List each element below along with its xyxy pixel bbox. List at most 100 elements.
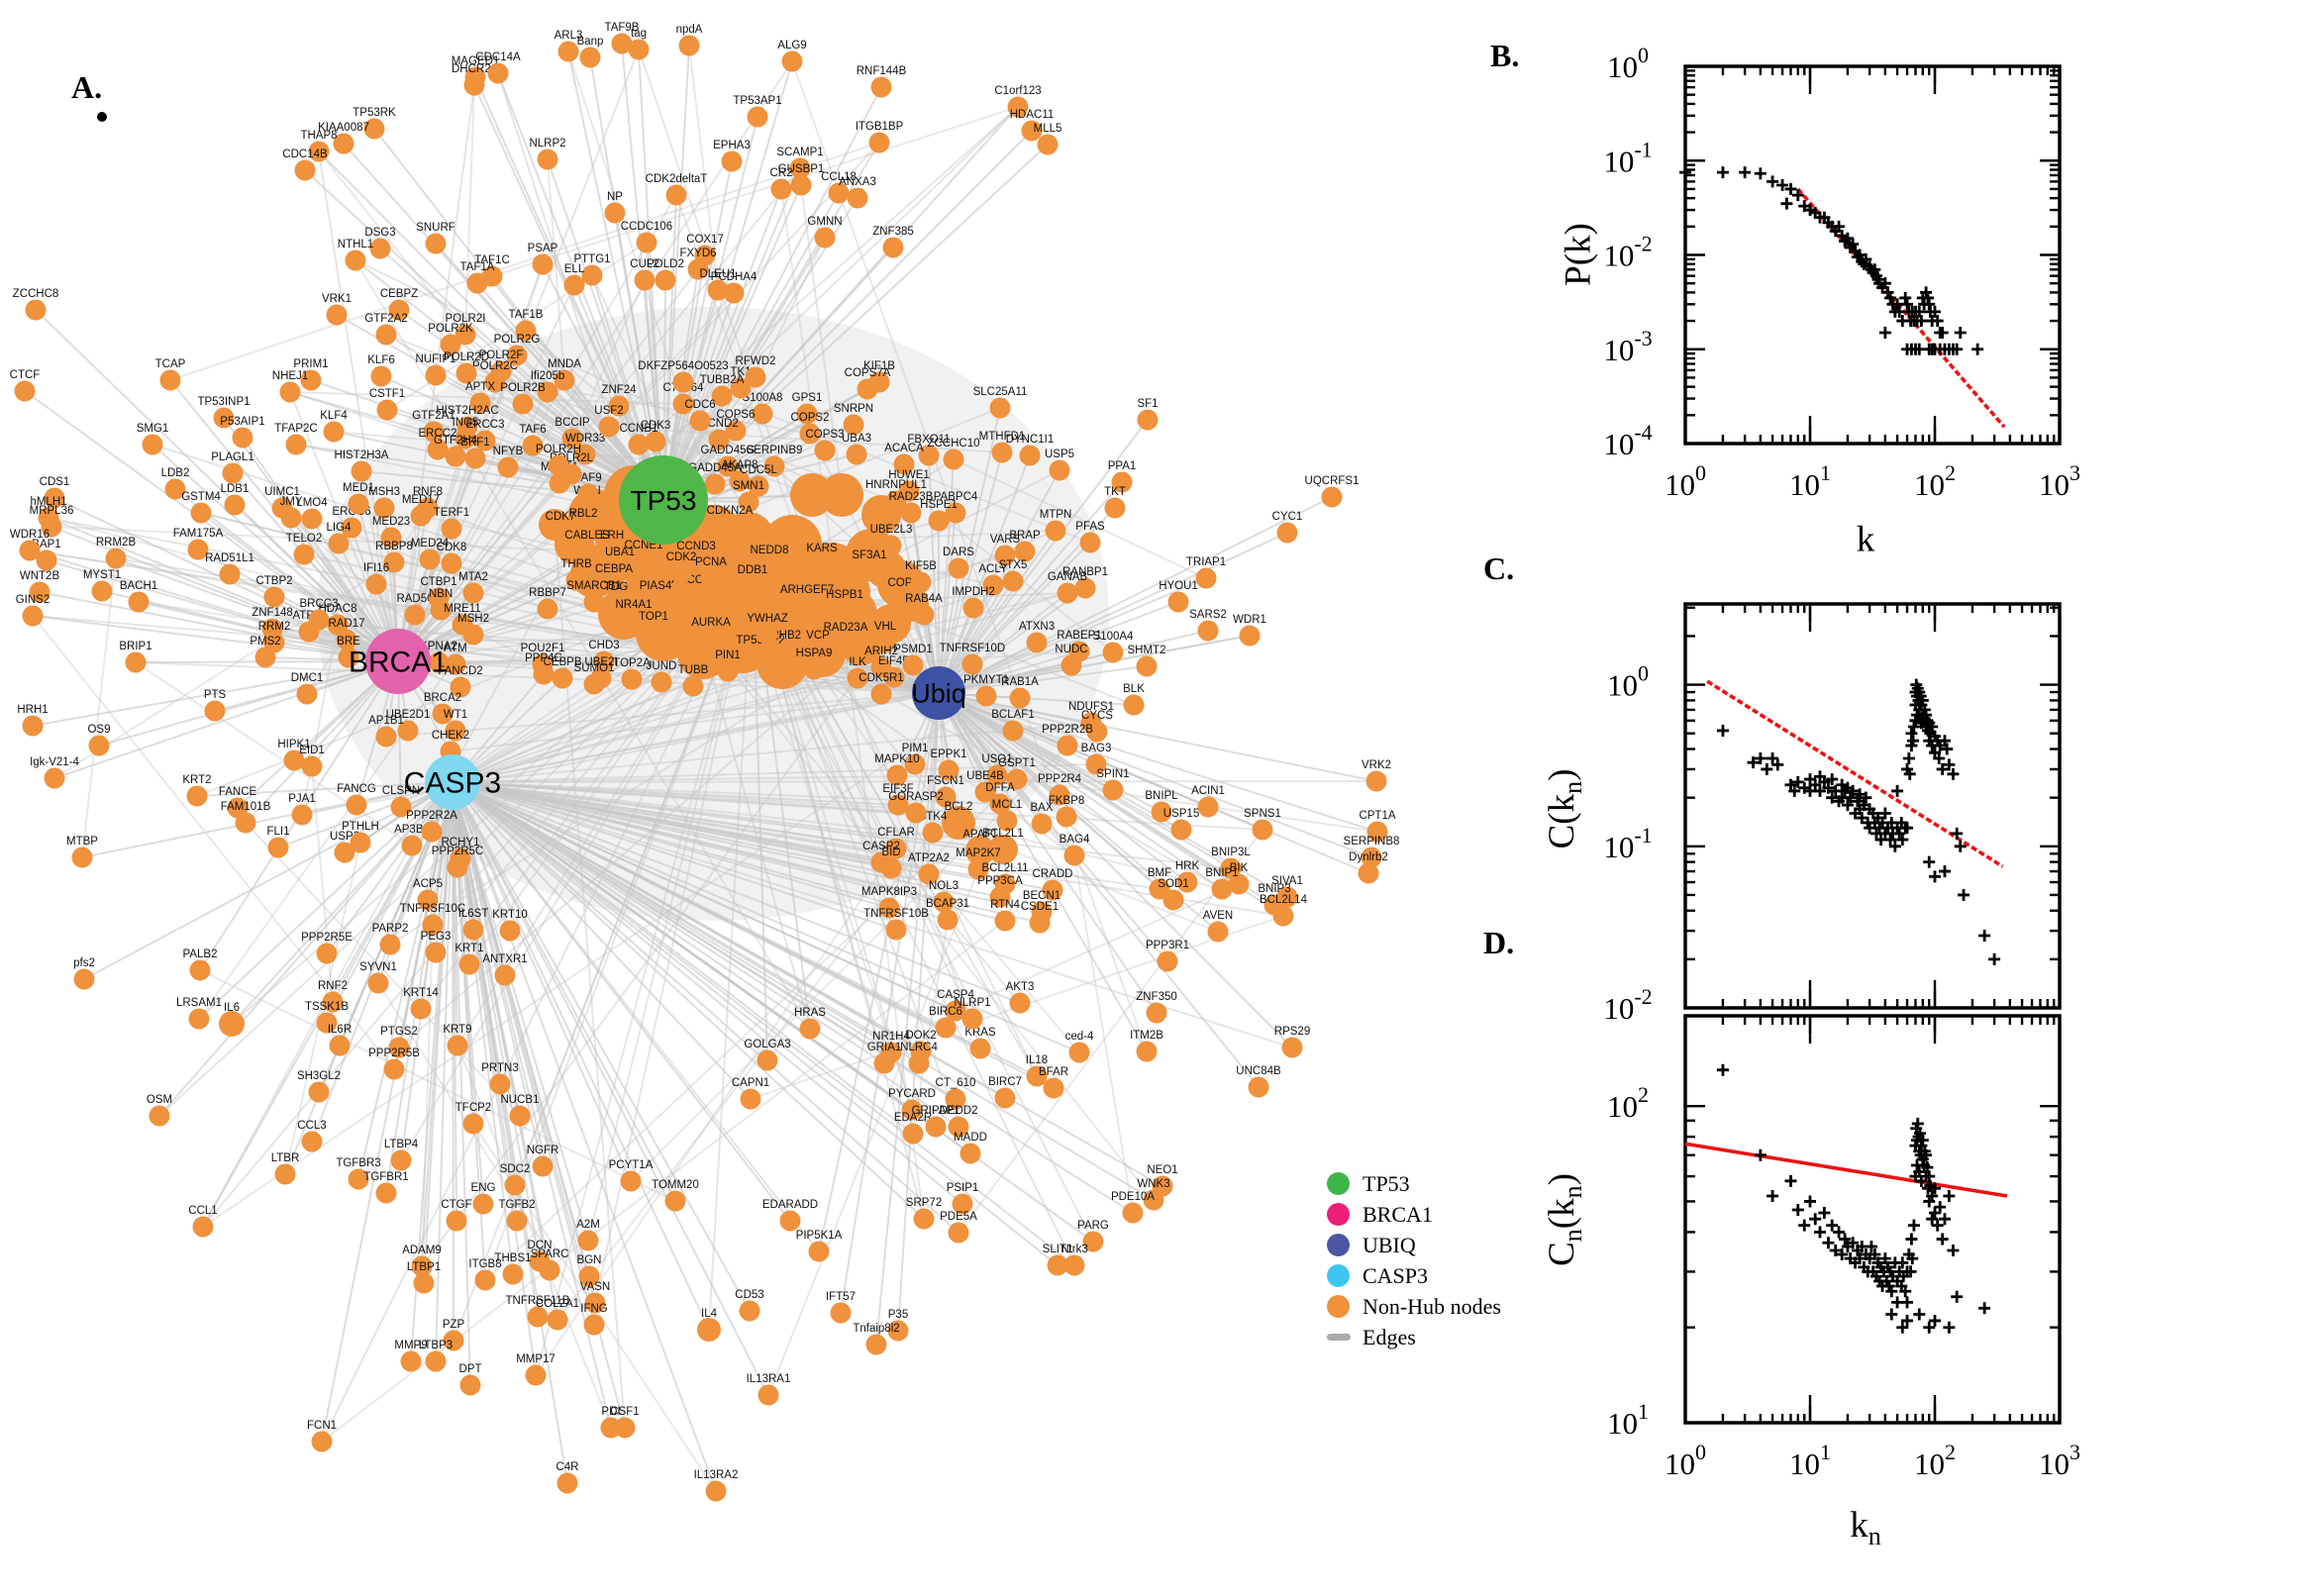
network-node[interactable] <box>454 428 476 449</box>
network-node[interactable] <box>1045 520 1066 542</box>
network-node[interactable] <box>628 39 650 60</box>
network-node[interactable] <box>928 510 950 532</box>
network-node[interactable] <box>847 667 868 689</box>
network-node[interactable] <box>497 456 519 478</box>
network-node[interactable] <box>489 1073 511 1095</box>
network-node[interactable] <box>672 393 694 415</box>
network-node[interactable] <box>758 555 780 577</box>
network-node[interactable] <box>301 508 323 530</box>
network-node[interactable] <box>605 592 627 614</box>
network-node[interactable] <box>719 516 741 538</box>
network-node[interactable] <box>447 856 468 878</box>
network-node[interactable] <box>425 364 447 386</box>
network-node[interactable] <box>537 149 558 170</box>
network-node[interactable] <box>814 227 836 249</box>
network-node[interactable] <box>537 598 558 620</box>
network-node[interactable] <box>1049 459 1070 481</box>
network-node[interactable] <box>593 650 615 672</box>
network-node[interactable] <box>975 685 997 707</box>
network-node[interactable] <box>739 1300 760 1322</box>
network-node[interactable] <box>814 440 836 461</box>
network-node[interactable] <box>858 560 880 582</box>
network-node[interactable] <box>441 518 462 540</box>
network-node[interactable] <box>1047 1254 1068 1276</box>
network-node[interactable] <box>187 539 209 560</box>
network-node[interactable] <box>1136 655 1158 677</box>
network-node[interactable] <box>918 863 940 885</box>
network-node[interactable] <box>128 591 150 613</box>
network-node[interactable] <box>621 668 643 690</box>
network-node[interactable] <box>334 842 355 863</box>
network-node[interactable] <box>425 1350 447 1372</box>
network-node[interactable] <box>446 1210 467 1232</box>
network-node[interactable] <box>1026 632 1048 653</box>
network-node[interactable] <box>952 1193 973 1215</box>
network-node[interactable] <box>376 399 398 421</box>
network-node[interactable] <box>1026 1065 1048 1087</box>
network-node[interactable] <box>961 653 983 675</box>
network-node[interactable] <box>44 767 65 789</box>
network-node[interactable] <box>428 651 450 673</box>
network-node[interactable] <box>466 272 488 294</box>
network-node[interactable] <box>1157 950 1178 972</box>
network-node[interactable] <box>679 585 701 607</box>
network-node[interactable] <box>1002 720 1024 742</box>
network-node[interactable] <box>186 785 208 807</box>
network-node[interactable] <box>643 622 664 644</box>
network-node[interactable] <box>1122 1202 1144 1224</box>
network-node[interactable] <box>279 381 301 403</box>
network-node[interactable] <box>274 1163 296 1185</box>
network-node[interactable] <box>811 553 833 575</box>
network-node[interactable] <box>779 1210 801 1232</box>
network-node[interactable] <box>213 407 235 429</box>
network-node[interactable] <box>870 683 892 705</box>
network-node[interactable] <box>502 1263 524 1285</box>
network-node[interactable] <box>280 507 302 529</box>
network-node[interactable] <box>487 62 509 84</box>
network-node[interactable] <box>316 943 338 964</box>
network-node[interactable] <box>874 632 896 653</box>
network-node[interactable] <box>901 1099 923 1121</box>
network-node[interactable] <box>1082 1231 1104 1252</box>
network-node[interactable] <box>880 535 902 556</box>
network-node[interactable] <box>1021 120 1043 142</box>
network-node[interactable] <box>581 264 603 286</box>
network-node[interactable] <box>1252 819 1273 841</box>
cluster-node[interactable] <box>840 622 883 665</box>
network-node[interactable] <box>847 187 868 209</box>
network-node[interactable] <box>994 545 1016 566</box>
network-node[interactable] <box>1272 905 1294 927</box>
network-node[interactable] <box>664 1190 686 1212</box>
network-node[interactable] <box>938 759 960 781</box>
network-node[interactable] <box>1057 735 1078 756</box>
network-node[interactable] <box>989 397 1011 419</box>
network-node[interactable] <box>345 249 366 271</box>
network-node[interactable] <box>522 435 544 456</box>
network-node[interactable] <box>700 628 722 649</box>
network-node[interactable] <box>1207 921 1229 943</box>
network-node[interactable] <box>537 381 558 403</box>
network-node[interactable] <box>411 1255 433 1277</box>
network-node[interactable] <box>1009 687 1031 709</box>
network-node[interactable] <box>425 942 447 963</box>
network-node[interactable] <box>375 726 397 748</box>
network-node[interactable] <box>532 1155 554 1177</box>
network-node[interactable] <box>796 595 818 617</box>
network-node[interactable] <box>576 541 598 562</box>
cluster-node[interactable] <box>790 473 834 517</box>
network-node[interactable] <box>504 1174 526 1196</box>
network-node[interactable] <box>323 421 345 443</box>
network-node[interactable] <box>445 446 466 467</box>
network-node[interactable] <box>1197 620 1219 642</box>
network-node[interactable] <box>350 832 371 853</box>
network-node[interactable] <box>1123 694 1145 716</box>
network-node[interactable] <box>655 269 676 291</box>
network-node[interactable] <box>285 434 307 455</box>
network-node[interactable] <box>1321 486 1343 508</box>
network-node[interactable] <box>577 1230 599 1251</box>
network-node[interactable] <box>373 497 395 519</box>
network-node[interactable] <box>410 998 432 1020</box>
network-node[interactable] <box>614 1417 636 1439</box>
network-node[interactable] <box>651 671 672 693</box>
network-node[interactable] <box>563 274 585 296</box>
